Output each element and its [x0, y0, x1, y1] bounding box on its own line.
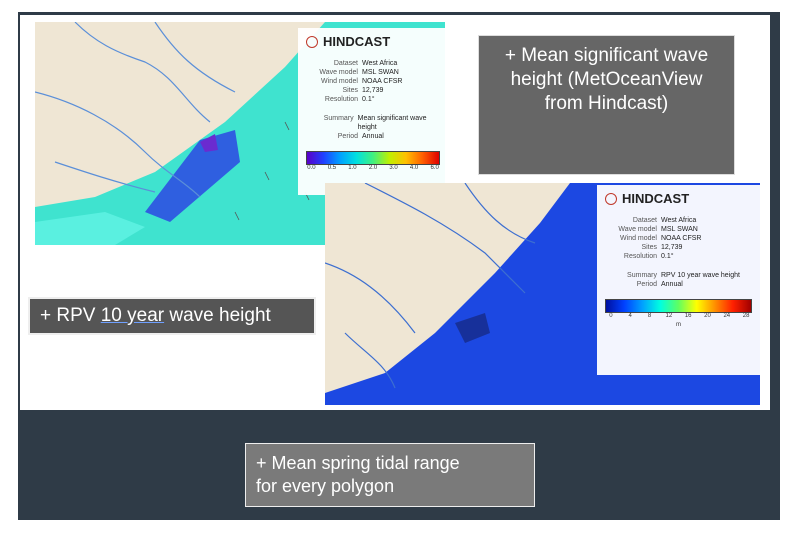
title-text: HINDCAST	[323, 34, 391, 49]
info-key: Sites	[641, 244, 657, 251]
legend-tick-label: 4	[628, 313, 632, 319]
info-row: Wind model NOAA CFSR	[605, 234, 752, 243]
info-row: Summary Mean significant wave height	[306, 114, 440, 132]
panel-title: HINDCAST	[605, 191, 752, 206]
logo-icon	[605, 192, 617, 205]
info-key: Dataset	[333, 60, 358, 67]
info-row: Period Annual	[306, 132, 440, 141]
info-value: RPV 10 year wave height	[661, 272, 740, 279]
panel-title: HINDCAST	[306, 34, 440, 49]
info-value: West Africa	[661, 217, 697, 224]
info-key: Summary	[323, 115, 354, 122]
logo-icon	[306, 35, 318, 48]
info-key: Wind model	[620, 235, 657, 242]
info-key: Resolution	[623, 253, 657, 260]
info-row: Dataset West Africa	[306, 59, 440, 68]
info-key: Wave model	[319, 69, 358, 76]
spacer	[605, 261, 752, 271]
legend-tick-label: 4.0	[409, 165, 419, 171]
legend-tick-label: 20	[704, 313, 711, 319]
info-key: Sites	[342, 87, 358, 94]
info-row: Sites 12,739	[306, 86, 440, 95]
legend-tick-label: 16	[684, 313, 692, 319]
info-row: Wind model NOAA CFSR	[306, 77, 440, 86]
spacer	[306, 104, 440, 114]
legend-tick-label: 0.5	[327, 165, 337, 171]
info-key: Wave model	[618, 226, 657, 233]
callout-box: + Mean significant wave height (MetOcean…	[478, 35, 735, 175]
callout-text: + Mean spring tidal range	[256, 453, 460, 473]
info-row: Dataset West Africa	[605, 216, 752, 225]
info-value: 12,739	[362, 87, 384, 94]
info-value: Annual	[362, 133, 384, 140]
legend-colorbar	[605, 299, 752, 313]
legend-tick-label: 8	[647, 313, 652, 319]
info-value: NOAA CFSR	[362, 78, 403, 85]
legend-tick-label: 0	[609, 313, 613, 319]
info-value: NOAA CFSR	[661, 235, 702, 242]
info-row: Wave model MSL SWAN	[605, 225, 752, 234]
callout-box: + Mean spring tidal range for every poly…	[245, 443, 535, 507]
legend-tick-label: 0.0	[307, 165, 316, 171]
legend-tick-label: 1.0	[348, 165, 357, 171]
info-key: Summary	[627, 272, 657, 279]
info-key: Period	[337, 133, 358, 140]
title-text: HINDCAST	[622, 191, 690, 206]
callout-text: wave height	[164, 305, 271, 326]
info-row: Resolution 0.1°	[306, 95, 440, 104]
info-key: Dataset	[632, 217, 657, 224]
hindcast-panel: HINDCAST Dataset West Africa Wave model MSL …	[597, 185, 760, 375]
legend-ticks: 0.0 0.5 1.0 2.0 3.0 4.0 6.0	[306, 165, 440, 174]
callout-text: + RPV	[40, 305, 101, 326]
info-value: West Africa	[362, 60, 398, 67]
info-value: 12,739	[661, 244, 683, 251]
info-row: Resolution 0.1°	[605, 252, 752, 261]
info-key: Wind model	[321, 78, 358, 85]
legend-tick-label: 12	[665, 313, 673, 319]
info-row: Wave model MSL SWAN	[306, 68, 440, 77]
info-row: Sites 12,739	[605, 243, 752, 252]
legend-tick-label: 6.0	[430, 165, 439, 171]
info-value: Mean significant wave height	[357, 115, 427, 131]
legend-tick-label: 28	[742, 313, 750, 319]
legend-tick-label: 24	[723, 313, 731, 319]
legend-tick-label: 2.0	[368, 165, 378, 171]
info-row: Summary RPV 10 year wave height	[605, 271, 752, 280]
info-value: MSL SWAN	[362, 69, 399, 76]
info-value: Annual	[661, 281, 683, 288]
info-value: 0.1°	[661, 253, 674, 260]
info-key: Resolution	[324, 96, 358, 103]
callout-box: + RPV 10 year wave height	[28, 297, 316, 335]
callout-link: 10 year	[100, 305, 165, 326]
info-key: Period	[636, 281, 657, 288]
callout-text: for every polygon	[256, 476, 395, 496]
callout-text: + Mean significant wave height (MetOcean…	[504, 45, 709, 114]
legend-colorbar	[306, 151, 440, 165]
legend-ticks: 0 4 8 12 16 20 24 28	[605, 313, 752, 322]
legend-tick-label: 3.0	[389, 165, 398, 171]
info-value: MSL SWAN	[661, 226, 698, 233]
hindcast-panel: HINDCAST Dataset West Africa Wave model MSL …	[298, 28, 448, 195]
legend-unit: m	[676, 322, 681, 328]
info-value: 0.1°	[362, 96, 375, 103]
info-row: Period Annual	[605, 280, 752, 289]
